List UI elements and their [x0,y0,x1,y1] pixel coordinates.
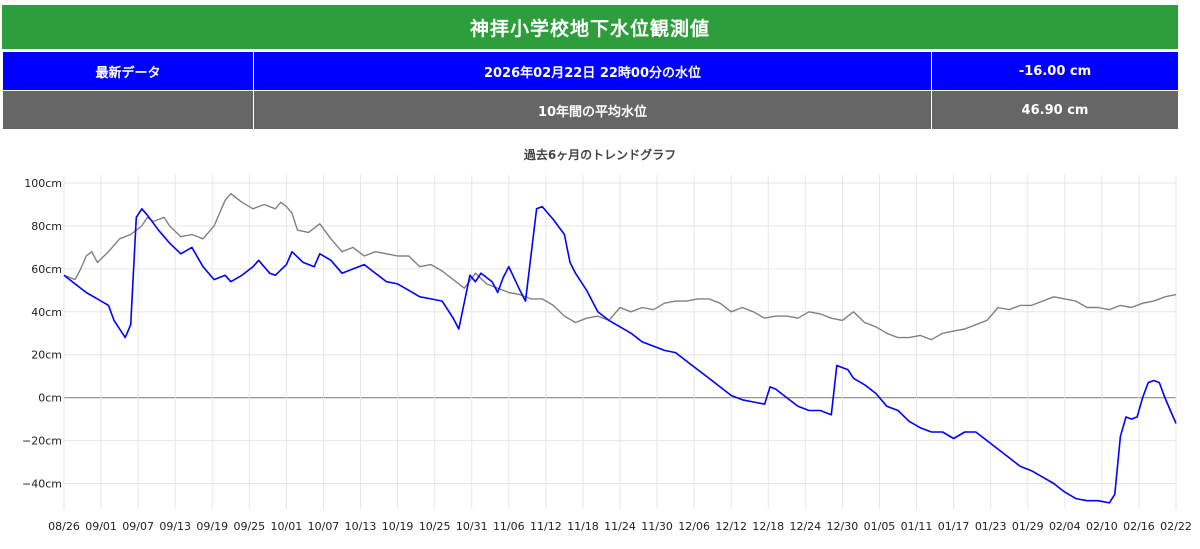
y-tick-label: 80cm [31,220,62,233]
x-tick-label: 12/06 [678,520,710,533]
water-level-summary-table: 最新データ 2026年02月22日 22時00分の水位 -16.00 cm 10… [2,51,1179,130]
latest-water-level-value: -16.00 cm [931,51,1179,91]
page-title: 神拝小学校地下水位観測値 [2,5,1178,49]
x-tick-label: 10/01 [271,520,303,533]
x-tick-label: 11/06 [493,520,525,533]
y-tick-label: 20cm [31,349,62,362]
x-tick-label: 09/13 [159,520,191,533]
x-tick-label: 11/18 [567,520,599,533]
average-water-level-value: 46.90 cm [931,90,1179,130]
x-tick-label: 09/19 [196,520,228,533]
average-data-label: 10年間の平均水位 [253,90,932,130]
y-tick-label: 0cm [38,392,62,405]
y-tick-label: 40cm [31,306,62,319]
x-tick-label: 12/30 [827,520,859,533]
y-tick-label: −40cm [22,478,62,491]
x-tick-label: 02/22 [1160,520,1192,533]
x-tick-label: 12/24 [789,520,821,533]
x-tick-label: 09/01 [85,520,117,533]
x-tick-label: 10/25 [419,520,451,533]
x-tick-label: 12/12 [715,520,747,533]
x-tick-label: 02/16 [1123,520,1155,533]
x-tick-label: 11/12 [530,520,562,533]
average-blank-cell [2,90,254,130]
x-tick-label: 09/25 [233,520,265,533]
x-tick-label: 01/05 [864,520,896,533]
x-tick-label: 12/18 [752,520,784,533]
current-water-level-line [63,205,1177,504]
average-data-row: 10年間の平均水位 46.90 cm [2,90,1179,130]
x-tick-label: 09/07 [122,520,154,533]
x-tick-label: 02/04 [1049,520,1081,533]
x-tick-label: 10/13 [345,520,377,533]
latest-data-label: 最新データ [2,51,254,91]
y-tick-label: 60cm [31,263,62,276]
x-tick-label: 10/19 [382,520,414,533]
y-tick-label: −20cm [22,435,62,448]
ten-year-average-line [63,192,1177,341]
x-tick-label: 01/17 [938,520,970,533]
x-tick-label: 08/26 [48,520,80,533]
x-tick-label: 11/30 [641,520,673,533]
x-tick-label: 02/10 [1086,520,1118,533]
y-tick-label: 100cm [24,177,62,190]
x-tick-label: 10/07 [308,520,340,533]
chart-title: 過去6ヶ月のトレンドグラフ [523,148,677,162]
x-tick-label: 11/24 [604,520,636,533]
latest-data-row: 最新データ 2026年02月22日 22時00分の水位 -16.00 cm [2,51,1179,91]
x-tick-label: 01/29 [1012,520,1044,533]
x-tick-label: 01/23 [975,520,1007,533]
x-tick-label: 10/31 [456,520,488,533]
x-tick-label: 01/11 [901,520,933,533]
